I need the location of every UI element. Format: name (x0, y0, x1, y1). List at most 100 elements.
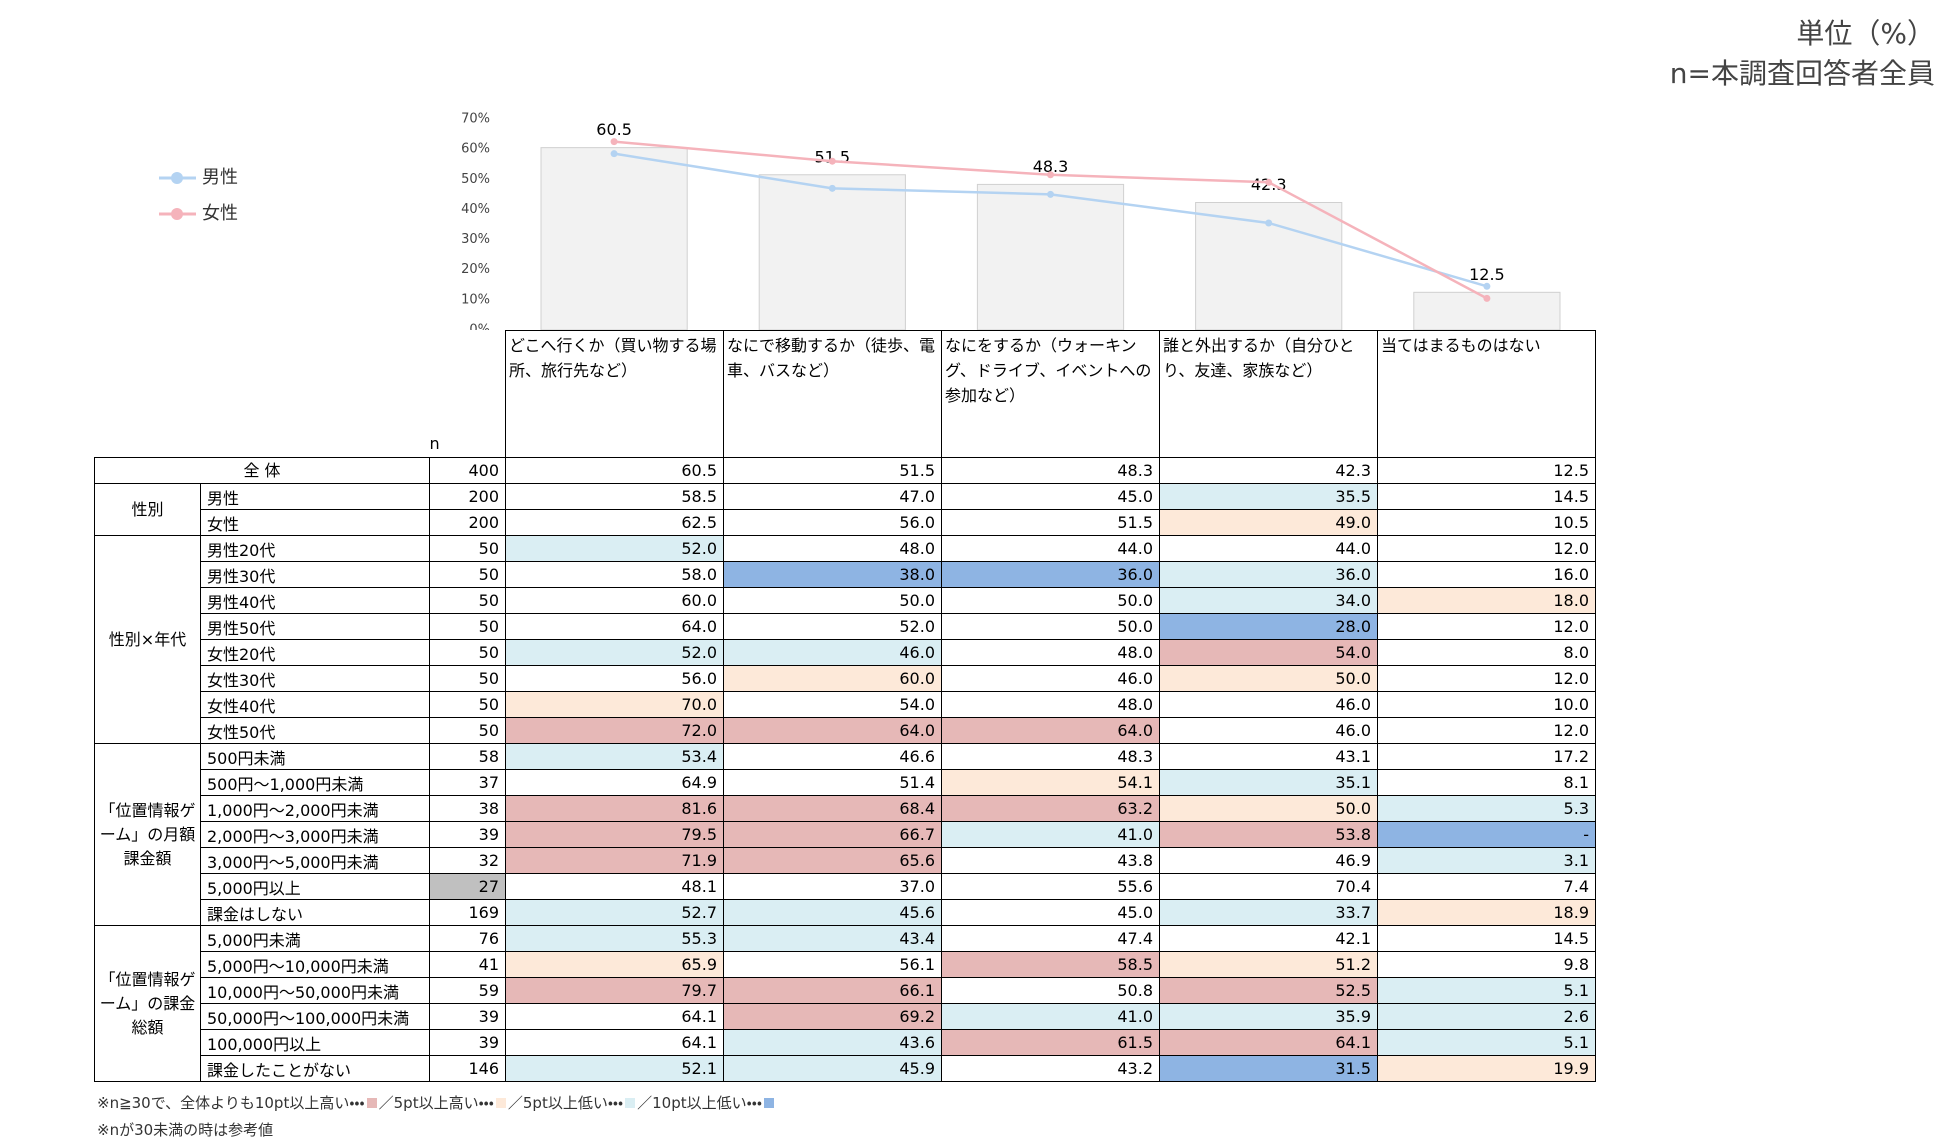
row-label: 男性40代 (200, 587, 430, 614)
footnote-prefix: ※n≧30で、全体よりも (97, 1094, 255, 1112)
value-cell: 48.0 (723, 535, 942, 562)
value-cell: 9.8 (1377, 951, 1596, 978)
n-cell: 50 (429, 717, 506, 744)
value-cell: 5.1 (1377, 977, 1596, 1004)
n-cell: 39 (429, 1029, 506, 1056)
row-label: 5,000円以上 (200, 873, 430, 900)
legend-label: 男性 (202, 167, 238, 188)
value-cell: 64.1 (505, 1029, 724, 1056)
n-cell: 27 (429, 873, 506, 900)
value-cell: 58.5 (941, 951, 1160, 978)
value-cell: 64.0 (505, 613, 724, 640)
table-row: 女性 200 62.5 56.0 51.5 49.0 10.5 (95, 509, 1596, 536)
value-cell: 37.0 (723, 873, 942, 900)
table-body: n どこへ行くか（買い物する場所、旅行先など） なにで移動するか（徒歩、電車、バスな… (94, 330, 1596, 1082)
column-header: どこへ行くか（買い物する場所、旅行先など） (505, 330, 724, 458)
row-label: 男性 (200, 483, 430, 510)
value-cell: 2.6 (1377, 1003, 1596, 1030)
n-cell: 50 (429, 613, 506, 640)
value-cell: 45.0 (941, 899, 1160, 926)
row-label: 課金はしない (200, 899, 430, 926)
value-cell: 46.0 (1159, 691, 1378, 718)
n-cell: 32 (429, 847, 506, 874)
line-point (1483, 282, 1491, 290)
n-cell: 39 (429, 821, 506, 848)
value-cell: 50.0 (1159, 665, 1378, 692)
value-cell: 38.0 (723, 561, 942, 588)
value-cell: 35.5 (1159, 483, 1378, 510)
data-label: 12.5 (1469, 265, 1505, 284)
value-cell: 49.0 (1159, 509, 1378, 536)
value-cell: 71.9 (505, 847, 724, 874)
value-cell: 54.1 (941, 769, 1160, 796)
column-header: なにで移動するか（徒歩、電車、バスなど） (723, 330, 942, 458)
group-label: 「位置情報ゲーム」の課金総額 (94, 925, 201, 1082)
value-cell: 58.0 (505, 561, 724, 588)
y-tick-label: 20% (461, 262, 490, 277)
group-label: 性別×年代 (94, 535, 201, 744)
line-point (828, 157, 836, 165)
value-cell: 18.9 (1377, 899, 1596, 926)
value-cell: 69.2 (723, 1003, 942, 1030)
line-point (1265, 178, 1273, 186)
n-cell: 39 (429, 1003, 506, 1030)
value-cell: 50.8 (941, 977, 1160, 1004)
value-cell: 62.5 (505, 509, 724, 536)
value-cell: 43.4 (723, 925, 942, 952)
value-cell: 52.7 (505, 899, 724, 926)
row-label: 女性 (200, 509, 430, 536)
group-label: 性別 (94, 483, 201, 536)
n-cell: 50 (429, 535, 506, 562)
table-row: n どこへ行くか（買い物する場所、旅行先など） なにで移動するか（徒歩、電車、バスな… (95, 330, 1596, 458)
value-cell: 12.5 (1377, 457, 1596, 484)
value-cell: 52.5 (1159, 977, 1378, 1004)
table-row: 10,000円～50,000円未満 59 79.7 66.1 50.8 52.5 5.1 (95, 977, 1596, 1004)
y-tick-label: 50% (461, 172, 490, 187)
footnote-swatch (366, 1098, 377, 1108)
n-cell: 50 (429, 561, 506, 588)
value-cell: 64.1 (1159, 1029, 1378, 1056)
table-row: 男性50代 50 64.0 52.0 50.0 28.0 12.0 (95, 613, 1596, 640)
row-label: 女性40代 (200, 691, 430, 718)
n-cell: 50 (429, 691, 506, 718)
n-cell: 200 (429, 509, 506, 536)
legend-marker (171, 208, 183, 220)
group-label: 「位置情報ゲーム」の月額課金額 (94, 743, 201, 926)
value-cell: 36.0 (1159, 561, 1378, 588)
value-cell: 44.0 (941, 535, 1160, 562)
row-label: 女性50代 (200, 717, 430, 744)
footnote-item: ／5pt以上低い・・・ (507, 1094, 624, 1112)
row-label: 女性30代 (200, 665, 430, 692)
value-cell: 56.0 (505, 665, 724, 692)
value-cell: 45.0 (941, 483, 1160, 510)
value-cell: 79.7 (505, 977, 724, 1004)
value-cell: 12.0 (1377, 613, 1596, 640)
table-row: 500円～1,000円未満 37 64.9 51.4 54.1 35.1 8.1 (95, 769, 1596, 796)
value-cell: 18.0 (1377, 587, 1596, 614)
value-cell: 58.5 (505, 483, 724, 510)
value-cell: 46.0 (941, 665, 1160, 692)
n-cell: 38 (429, 795, 506, 822)
value-cell: 60.0 (505, 587, 724, 614)
footnote-note: ※nが30未満の時は参考値 (97, 1121, 274, 1139)
value-cell: 48.1 (505, 873, 724, 900)
table-row: 女性40代 50 70.0 54.0 48.0 46.0 10.0 (95, 691, 1596, 718)
n-cell: 41 (429, 951, 506, 978)
n-cell: 400 (429, 457, 506, 484)
value-cell: 60.0 (723, 665, 942, 692)
corner (95, 331, 430, 458)
row-label: 50,000円～100,000円未満 (200, 1003, 430, 1030)
value-cell: 47.4 (941, 925, 1160, 952)
row-label: 500円～1,000円未満 (200, 769, 430, 796)
table-row: 5,000円以上 27 48.1 37.0 55.6 70.4 7.4 (95, 873, 1596, 900)
table-row: 100,000円以上 39 64.1 43.6 61.5 64.1 5.1 (95, 1029, 1596, 1056)
value-cell: 66.7 (723, 821, 942, 848)
value-cell: 31.5 (1159, 1055, 1378, 1082)
table-row: 「位置情報ゲーム」の課金総額 5,000円未満 76 55.3 43.4 47.4 42.1… (94, 925, 1596, 1082)
value-cell: 12.0 (1377, 535, 1596, 562)
table-row: 男性30代 50 58.0 38.0 36.0 36.0 16.0 (95, 561, 1596, 588)
value-cell: 45.9 (723, 1055, 942, 1082)
value-cell: 43.1 (1159, 743, 1378, 770)
n-cell: 58 (429, 743, 506, 770)
